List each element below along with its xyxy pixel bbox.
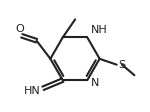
Text: NH: NH (91, 25, 107, 35)
Text: S: S (118, 59, 125, 69)
Text: HN: HN (24, 85, 40, 95)
Text: O: O (16, 23, 25, 33)
Text: N: N (91, 77, 99, 87)
